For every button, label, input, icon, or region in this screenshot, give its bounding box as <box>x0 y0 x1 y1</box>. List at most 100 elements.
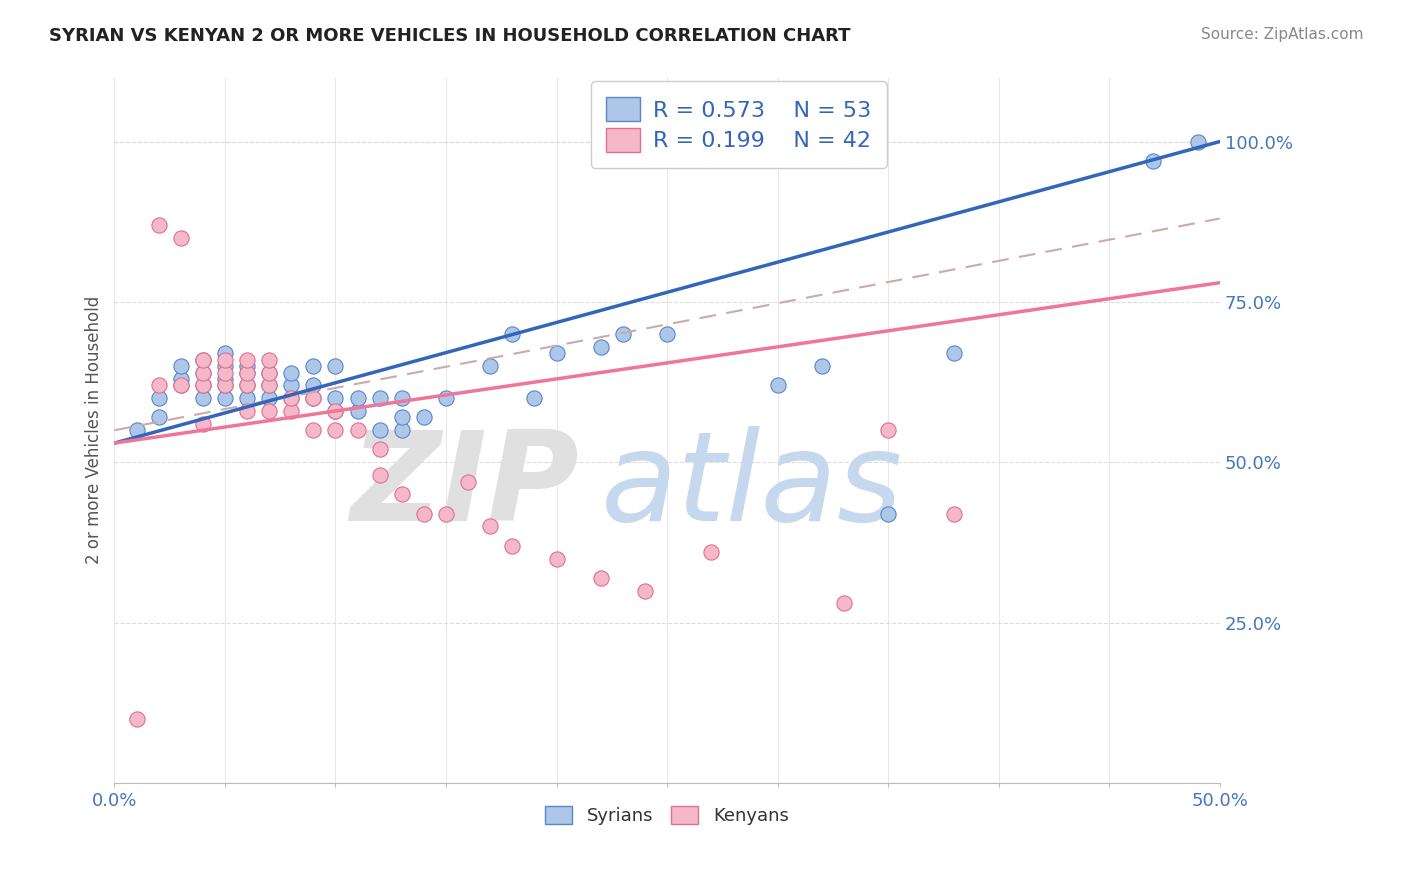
Point <box>214 372 236 386</box>
Point <box>457 475 479 489</box>
Point <box>257 378 280 392</box>
Point <box>257 404 280 418</box>
Point <box>302 391 325 405</box>
Point <box>391 410 413 425</box>
Point <box>280 366 302 380</box>
Point <box>612 326 634 341</box>
Point <box>589 340 612 354</box>
Point <box>655 326 678 341</box>
Point <box>148 378 170 392</box>
Point <box>325 391 347 405</box>
Point <box>170 378 193 392</box>
Point <box>170 372 193 386</box>
Point <box>523 391 546 405</box>
Point <box>236 391 259 405</box>
Point <box>257 366 280 380</box>
Point <box>943 346 966 360</box>
Point <box>1142 153 1164 168</box>
Point <box>546 551 568 566</box>
Point <box>412 410 434 425</box>
Legend: Syrians, Kenyans: Syrians, Kenyans <box>536 797 797 834</box>
Point <box>214 378 236 392</box>
Point <box>391 423 413 437</box>
Point <box>257 352 280 367</box>
Point <box>236 378 259 392</box>
Point <box>280 391 302 405</box>
Point <box>214 391 236 405</box>
Point <box>634 583 657 598</box>
Point <box>280 391 302 405</box>
Point <box>302 391 325 405</box>
Text: atlas: atlas <box>600 426 903 547</box>
Point <box>302 378 325 392</box>
Point <box>125 712 148 726</box>
Point <box>877 423 900 437</box>
Text: SYRIAN VS KENYAN 2 OR MORE VEHICLES IN HOUSEHOLD CORRELATION CHART: SYRIAN VS KENYAN 2 OR MORE VEHICLES IN H… <box>49 27 851 45</box>
Point <box>943 507 966 521</box>
Point <box>368 442 391 457</box>
Point <box>191 417 214 431</box>
Point <box>170 231 193 245</box>
Point <box>391 487 413 501</box>
Point <box>325 404 347 418</box>
Y-axis label: 2 or more Vehicles in Household: 2 or more Vehicles in Household <box>86 296 103 565</box>
Point <box>257 391 280 405</box>
Point <box>546 346 568 360</box>
Point <box>434 391 457 405</box>
Point <box>368 468 391 483</box>
Point <box>191 366 214 380</box>
Point <box>236 404 259 418</box>
Point <box>325 359 347 373</box>
Point <box>191 352 214 367</box>
Point <box>148 391 170 405</box>
Text: ZIP: ZIP <box>350 426 579 547</box>
Point <box>302 423 325 437</box>
Point <box>479 519 502 533</box>
Point <box>214 352 236 367</box>
Point <box>280 404 302 418</box>
Point <box>325 423 347 437</box>
Point <box>766 378 789 392</box>
Point <box>214 359 236 373</box>
Point <box>700 545 723 559</box>
Point <box>236 352 259 367</box>
Point <box>434 507 457 521</box>
Point <box>257 378 280 392</box>
Point <box>501 326 523 341</box>
Point <box>811 359 834 373</box>
Point <box>325 404 347 418</box>
Point <box>191 391 214 405</box>
Point <box>214 346 236 360</box>
Point <box>148 410 170 425</box>
Point <box>412 507 434 521</box>
Point <box>479 359 502 373</box>
Point <box>346 423 368 437</box>
Point <box>236 378 259 392</box>
Point <box>191 378 214 392</box>
Point <box>170 359 193 373</box>
Point <box>346 391 368 405</box>
Point <box>589 571 612 585</box>
Point <box>191 378 214 392</box>
Point <box>236 366 259 380</box>
Point <box>501 539 523 553</box>
Point <box>236 359 259 373</box>
Point <box>191 366 214 380</box>
Text: Source: ZipAtlas.com: Source: ZipAtlas.com <box>1201 27 1364 42</box>
Point <box>368 391 391 405</box>
Point <box>214 378 236 392</box>
Point <box>125 423 148 437</box>
Point <box>191 352 214 367</box>
Point <box>368 423 391 437</box>
Point <box>302 359 325 373</box>
Point <box>877 507 900 521</box>
Point <box>170 378 193 392</box>
Point <box>346 404 368 418</box>
Point <box>236 366 259 380</box>
Point <box>280 378 302 392</box>
Point <box>257 366 280 380</box>
Point <box>148 218 170 232</box>
Point <box>1187 135 1209 149</box>
Point <box>214 366 236 380</box>
Point <box>832 596 855 610</box>
